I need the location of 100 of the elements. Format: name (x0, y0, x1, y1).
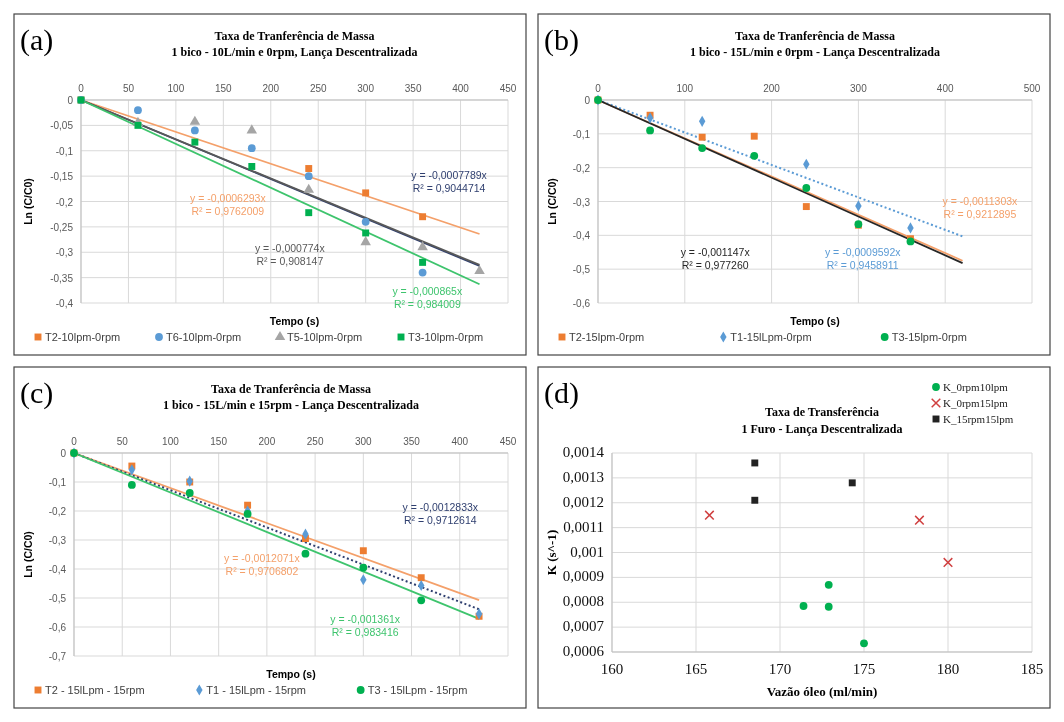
chart-subtitle: 1 Furo - Lança Descentralizada (741, 422, 903, 436)
y-tick-label: -0,6 (48, 622, 67, 633)
annotation: y = -0,0011303x R² = 0,9212895 (942, 194, 1019, 220)
y-tick-label: -0,3 (55, 247, 74, 259)
x-tick-label: 175 (852, 661, 876, 677)
y-axis-title: K (s^-1) (544, 529, 559, 576)
y-tick-label: 0,0012 (562, 493, 604, 510)
x-tick-label: 0 (78, 83, 85, 94)
y-tick-label: -0,35 (50, 272, 74, 284)
legend-label: K_0rpm15lpm (943, 397, 1009, 409)
x-tick-label: 100 (167, 83, 185, 94)
y-tick-label: 0 (584, 95, 591, 106)
y-tick-label: -0,05 (50, 120, 74, 132)
y-tick-label: 0,0007 (562, 618, 605, 635)
x-tick-label: 500 (1023, 83, 1041, 94)
x-tick-label: 400 (451, 436, 469, 447)
y-tick-label: -0,5 (48, 593, 67, 604)
chart-title: Taxa de Tranferência de Massa (735, 29, 895, 43)
y-axis-title: Ln (C/C0) (546, 178, 558, 225)
y-tick-label: 0,0011 (563, 518, 604, 535)
y-axis-title: Ln (C/C0) (22, 178, 34, 225)
y-tick-label: -0,3 (48, 535, 67, 546)
chart-subtitle: 1 bico - 10L/min e 0rpm, Lança Descentralizada (171, 45, 418, 59)
y-tick-label: -0,3 (572, 196, 591, 208)
chart-title: Taxa de Tranferência de Massa (211, 382, 371, 396)
legend-label: K_0rpm10lpm (943, 381, 1009, 393)
y-tick-label: 0,001 (570, 543, 604, 560)
y-tick-label: -0,2 (572, 162, 591, 174)
y-tick-label: 0 (60, 448, 67, 459)
x-tick-label: 160 (600, 661, 624, 677)
y-tick-label: -0,2 (55, 196, 74, 208)
annotation: y = -0,001147x R² = 0,977260 (680, 245, 751, 271)
x-tick-label: 50 (116, 436, 129, 447)
y-tick-label: 0,0013 (562, 468, 604, 485)
x-tick-label: 180 (936, 661, 960, 677)
y-tick-label: -0,7 (48, 651, 67, 662)
annotation: y = -0,001361x R² = 0,983416 (330, 612, 401, 638)
legend-label: T1 - 15lLpm - 15rpm (206, 684, 306, 696)
x-tick-label: 350 (404, 83, 422, 94)
chart-subtitle: 1 bico - 15L/min e 0rpm - Lança Descentralizada (690, 45, 940, 59)
y-tick-label: -0,5 (572, 264, 591, 276)
legend-label: T2-15lpm-0rpm (569, 331, 645, 343)
y-tick-label: -0,4 (48, 564, 67, 575)
y-axis-title: Ln (C/C0) (22, 531, 34, 578)
y-tick-label: 0,0008 (562, 593, 604, 610)
annotation: y = -0,000774x R² = 0,908147 (254, 242, 326, 268)
x-tick-label: 250 (309, 83, 327, 94)
y-tick-label: -0,15 (50, 171, 74, 183)
x-tick-label: 150 (210, 436, 228, 447)
legend-label: T2 - 15lLpm - 15rpm (45, 684, 145, 696)
y-tick-label: -0,6 (572, 298, 591, 309)
x-tick-label: 300 (850, 83, 868, 94)
y-tick-label: 0,0006 (562, 643, 605, 659)
x-tick-label: 450 (499, 83, 517, 94)
x-tick-label: 300 (354, 436, 373, 447)
text: (a) (20, 23, 54, 57)
x-tick-label: 200 (763, 83, 781, 94)
x-tick-label: 100 (162, 436, 180, 447)
x-tick-label: 185 (1020, 661, 1044, 677)
x-axis-title: Vazão óleo (ml/min) (766, 684, 878, 699)
annotation: y = -0,0006293x R² = 0,9762009 (190, 191, 267, 217)
x-tick-label: 50 (122, 83, 135, 94)
chart-title: Taxa de Transferência (765, 405, 879, 419)
chart-title: Taxa de Tranferência de Massa (214, 29, 375, 43)
y-tick-label: 0 (67, 95, 74, 106)
legend-label: T6-10lpm-0rpm (166, 331, 242, 343)
x-axis-title: Tempo (s) (269, 315, 320, 327)
annotation: y = -0,0007789x R² = 0,9044714 (411, 168, 488, 194)
x-tick-label: 200 (258, 436, 276, 447)
y-tick-label: 0,0009 (562, 568, 604, 585)
x-tick-label: 300 (357, 83, 375, 94)
y-tick-label: -0,4 (572, 230, 591, 242)
x-tick-label: 165 (684, 661, 708, 677)
annotation: y = -0,0012833x R² = 0,9712614 (402, 501, 479, 527)
x-tick-label: 350 (403, 436, 421, 447)
x-axis-title: Tempo (s) (266, 668, 316, 680)
y-tick-label: 0,0014 (562, 444, 605, 460)
x-tick-label: 200 (262, 83, 280, 94)
y-tick-label: -0,2 (48, 506, 67, 517)
x-tick-label: 150 (214, 83, 233, 94)
y-tick-label: -0,1 (572, 128, 591, 140)
legend-label: T1-15lLpm-0rpm (730, 331, 812, 343)
legend-label: T3-10lpm-0rpm (408, 331, 484, 343)
x-axis-title: Tempo (s) (790, 315, 840, 327)
y-tick-label: -0,1 (55, 145, 74, 157)
annotation: y = -0,000865x R² = 0,984009 (392, 285, 463, 311)
legend-label: T2-10lpm-0rpm (45, 331, 121, 343)
text: (c) (20, 376, 54, 410)
x-tick-label: 400 (452, 83, 470, 94)
legend-label: K_15rpm15lpm (943, 413, 1014, 425)
y-tick-label: -0,25 (50, 221, 74, 233)
y-tick-label: -0,4 (55, 298, 74, 309)
x-tick-label: 450 (499, 436, 517, 447)
annotation: y = -0,0012071x R² = 0,9706802 (224, 551, 301, 577)
legend-label: T3 - 15lLpm - 15rpm (367, 684, 468, 696)
chart-subtitle: 1 bico - 15L/min e 15rpm - Lança Descentralizada (163, 398, 419, 412)
legend-label: T5-10lpm-0rpm (287, 331, 363, 343)
text: (b) (544, 23, 579, 57)
annotation: y = -0,0009592x R² = 0,9458911 (824, 245, 902, 271)
x-tick-label: 250 (306, 436, 324, 447)
